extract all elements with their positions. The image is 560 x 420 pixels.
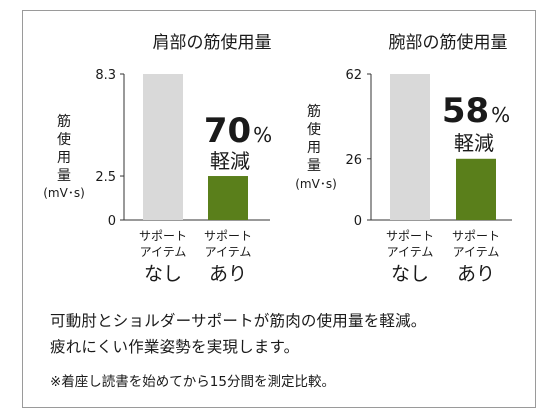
bar: [208, 176, 248, 220]
shoulder-chart: 肩部の筋使用量 筋 使 用 量 (mV･s) 0 2.5 8.3 サポートアイテムな…: [43, 32, 272, 285]
category-label-line2: アイテム: [205, 245, 252, 259]
category-label-line3: あり: [209, 263, 247, 285]
category-label-line1: サポート: [386, 229, 434, 243]
y-axis-label-char-4: 量: [57, 168, 71, 184]
reduction-label: 軽減: [210, 149, 250, 173]
y-axis-unit: (mV･s): [43, 186, 85, 200]
y-ticks: 0 2.5 8.3: [95, 68, 124, 229]
y-axis-label-char-3: 用: [307, 140, 321, 156]
reduction-value: 58%: [442, 91, 510, 131]
reduction-number: 58: [442, 91, 489, 131]
bar: [390, 74, 430, 220]
category-label-line2: アイテム: [453, 245, 500, 259]
footer-line-2: 疲れにくい作業姿勢を実現します。: [50, 338, 300, 356]
y-tick-label: 2.5: [95, 170, 116, 185]
bar: [456, 158, 496, 220]
category-label-line2: アイテム: [387, 245, 434, 259]
y-tick-label: 26: [345, 153, 362, 168]
category-label-line2: アイテム: [140, 245, 187, 259]
y-axis-label-char-2: 使: [57, 131, 71, 148]
y-tick-label: 0: [108, 214, 116, 229]
category-label-line3: なし: [144, 263, 182, 285]
category-label-line3: なし: [391, 263, 429, 285]
bars: [143, 74, 248, 220]
footer-note: ※着座し読書を始めてから15分間を測定比較。: [50, 374, 335, 390]
reduction-percent: %: [253, 123, 272, 147]
y-tick-label: 62: [345, 68, 362, 83]
y-axis-unit: (mV･s): [295, 177, 337, 191]
y-tick-label: 0: [354, 214, 362, 229]
footer: 可動肘とショルダーサポートが筋肉の使用量を軽減。 疲れにくい作業姿勢を実現します…: [50, 308, 530, 392]
reduction-number: 70: [204, 111, 251, 151]
bar: [143, 74, 183, 220]
footer-line-1: 可動肘とショルダーサポートが筋肉の使用量を軽減。: [50, 312, 427, 330]
reduction-percent: %: [491, 103, 510, 127]
y-axis-label-char-4: 量: [307, 158, 321, 174]
y-tick-label: 8.3: [95, 68, 116, 83]
reduction-label: 軽減: [454, 131, 494, 155]
category-label-line1: サポート: [452, 229, 500, 243]
y-axis-label-char-3: 用: [57, 150, 71, 166]
charts-area: 肩部の筋使用量 筋 使 用 量 (mV･s) 0 2.5 8.3 サポートアイテムな…: [43, 32, 512, 285]
bars: [390, 74, 496, 220]
y-ticks: 0 26 62: [345, 68, 371, 229]
infographic-frame: [22, 10, 536, 408]
y-axis-label-char-1: 筋: [307, 103, 321, 120]
y-axis-label-char-2: 使: [307, 121, 321, 138]
category-label-line3: あり: [457, 263, 495, 285]
reduction-value: 70%: [204, 111, 272, 151]
category-label-line1: サポート: [204, 229, 252, 243]
y-axis-label-char-1: 筋: [57, 113, 71, 130]
chart-title: 腕部の筋使用量: [389, 32, 508, 53]
chart-title: 肩部の筋使用量: [153, 32, 272, 53]
category-label-line1: サポート: [139, 229, 187, 243]
